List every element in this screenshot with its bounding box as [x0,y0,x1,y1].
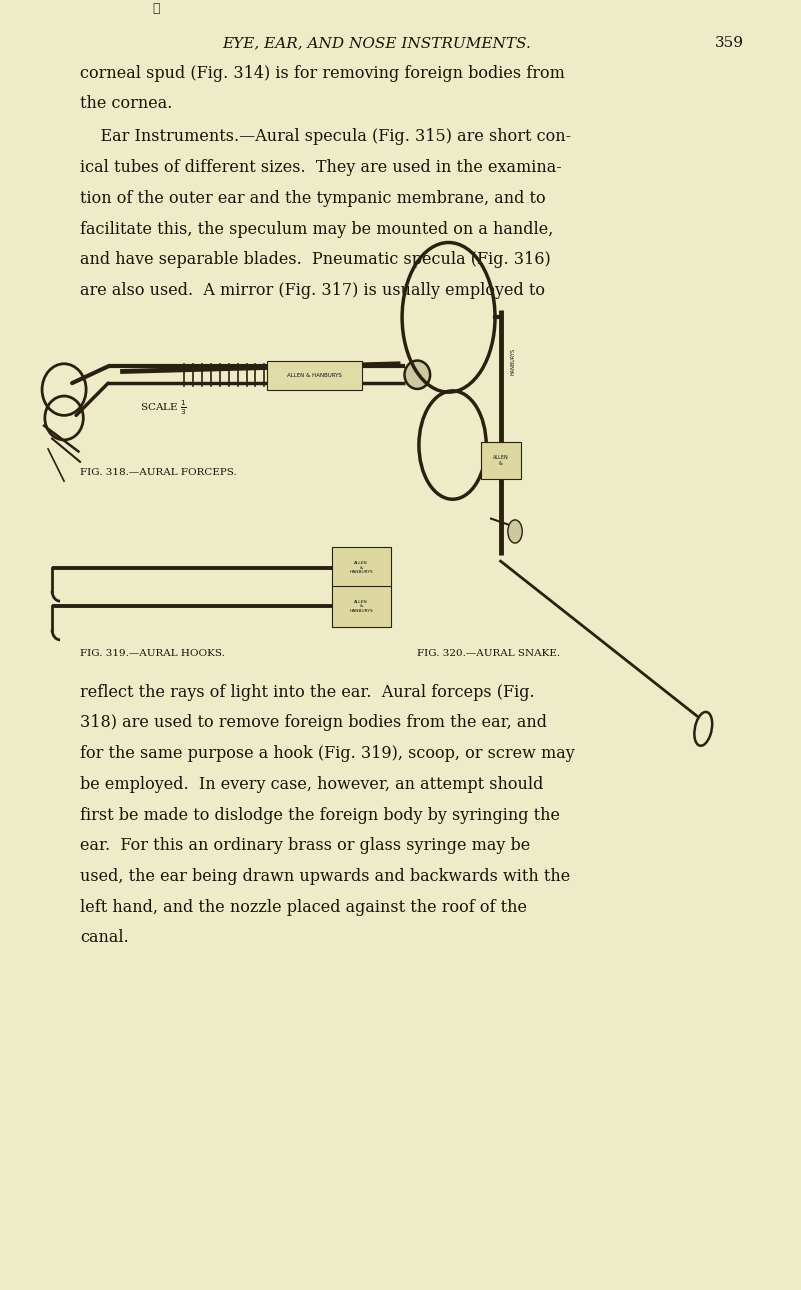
Text: ALLEN & HANBURYS: ALLEN & HANBURYS [287,373,342,378]
Text: first be made to dislodge the foreign body by syringing the: first be made to dislodge the foreign bo… [80,806,560,823]
FancyBboxPatch shape [481,442,521,479]
Text: canal.: canal. [80,929,129,947]
Ellipse shape [405,360,430,390]
Text: left hand, and the nozzle placed against the roof of the: left hand, and the nozzle placed against… [80,899,527,916]
FancyBboxPatch shape [332,586,391,627]
Text: the cornea.: the cornea. [80,95,172,112]
Text: ical tubes of different sizes.  They are used in the examina-: ical tubes of different sizes. They are … [80,159,562,177]
Text: FIG. 319.—AURAL HOOKS.: FIG. 319.—AURAL HOOKS. [80,649,225,658]
Text: be employed.  In every case, however, an attempt should: be employed. In every case, however, an … [80,775,543,793]
Text: ALLEN
&
HANBURYS: ALLEN & HANBURYS [349,561,373,574]
Text: ALLEN
&
HANBURYS: ALLEN & HANBURYS [349,600,373,613]
Text: and have separable blades.  Pneumatic specula (Fig. 316): and have separable blades. Pneumatic spe… [80,252,551,268]
FancyBboxPatch shape [267,361,362,390]
Text: ear.  For this an ordinary brass or glass syringe may be: ear. For this an ordinary brass or glass… [80,837,530,854]
Text: corneal spud (Fig. 314) is for removing foreign bodies from: corneal spud (Fig. 314) is for removing … [80,64,565,81]
Text: used, the ear being drawn upwards and backwards with the: used, the ear being drawn upwards and ba… [80,868,570,885]
Text: FIG. 320.—AURAL SNAKE.: FIG. 320.—AURAL SNAKE. [417,649,560,658]
Text: facilitate this, the speculum may be mounted on a handle,: facilitate this, the speculum may be mou… [80,221,553,237]
Text: are also used.  A mirror (Fig. 317) is usually employed to: are also used. A mirror (Fig. 317) is us… [80,283,545,299]
FancyBboxPatch shape [332,547,391,588]
Text: FIG. 318.—AURAL FORCEPS.: FIG. 318.—AURAL FORCEPS. [80,468,237,477]
Text: reflect the rays of light into the ear.  Aural forceps (Fig.: reflect the rays of light into the ear. … [80,684,535,700]
Text: for the same purpose a hook (Fig. 319), scoop, or screw may: for the same purpose a hook (Fig. 319), … [80,746,575,762]
Text: ℓ: ℓ [152,1,160,15]
Text: EYE, EAR, AND NOSE INSTRUMENTS.: EYE, EAR, AND NOSE INSTRUMENTS. [222,36,531,50]
Text: 318) are used to remove foreign bodies from the ear, and: 318) are used to remove foreign bodies f… [80,715,547,731]
Text: 359: 359 [714,36,743,50]
Text: SCALE $\frac{1}{3}$: SCALE $\frac{1}{3}$ [140,399,187,417]
Text: HANBURYS: HANBURYS [510,348,515,374]
Text: ALLEN
&: ALLEN & [493,455,509,466]
Circle shape [508,520,522,543]
Text: tion of the outer ear and the tympanic membrane, and to: tion of the outer ear and the tympanic m… [80,190,545,206]
Text: Ear Instruments.—Aural specula (Fig. 315) are short con-: Ear Instruments.—Aural specula (Fig. 315… [80,129,571,146]
